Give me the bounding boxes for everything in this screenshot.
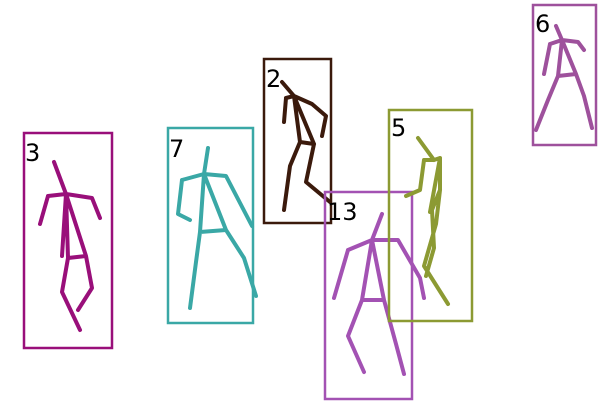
- id-label-7: 7: [169, 135, 184, 163]
- person-6: 6: [531, 3, 598, 147]
- person-5: 5: [387, 108, 474, 323]
- id-label-2: 2: [266, 65, 281, 93]
- skeleton-7: [176, 146, 258, 310]
- bounding-box-3: [22, 131, 114, 350]
- skeleton-6: [534, 24, 594, 132]
- skeleton-3: [38, 160, 102, 332]
- person-2: 2: [262, 57, 333, 225]
- person-3: 3: [22, 131, 114, 350]
- id-label-3: 3: [25, 139, 40, 167]
- bounding-box-5: [387, 108, 474, 323]
- person-7: 7: [166, 126, 258, 325]
- id-label-6: 6: [535, 10, 550, 38]
- bounding-box-6: [531, 3, 598, 147]
- bounding-box-2: [262, 57, 333, 225]
- skeleton-13: [332, 212, 426, 376]
- person-13: 13: [323, 190, 426, 401]
- id-label-13: 13: [327, 198, 358, 226]
- id-label-5: 5: [391, 114, 406, 142]
- bounding-box-13: [323, 190, 414, 401]
- skeleton-2: [280, 80, 332, 212]
- skeleton-5: [404, 136, 450, 306]
